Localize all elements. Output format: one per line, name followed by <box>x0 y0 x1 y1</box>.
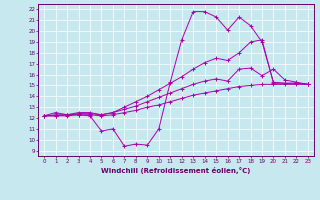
X-axis label: Windchill (Refroidissement éolien,°C): Windchill (Refroidissement éolien,°C) <box>101 167 251 174</box>
